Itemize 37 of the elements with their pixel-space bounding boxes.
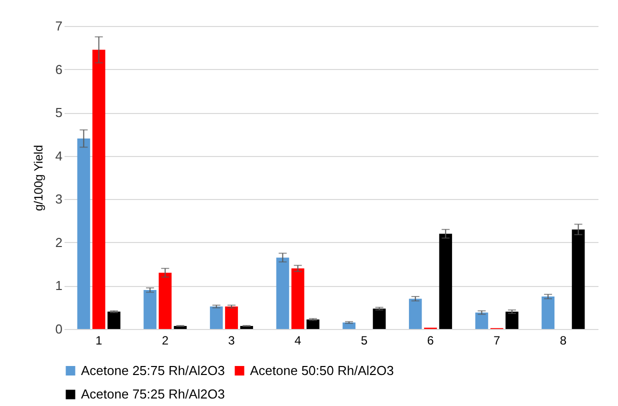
y-tick-label: 2 (55, 234, 62, 250)
legend-label: Acetone 75:25 Rh/Al2O3 (81, 386, 225, 402)
bar (506, 312, 518, 329)
bar (542, 296, 554, 329)
bar (144, 290, 156, 329)
bar (408, 298, 422, 329)
x-tick-label: 4 (294, 334, 302, 348)
bar (475, 312, 488, 329)
x-tick-label: 8 (560, 334, 567, 348)
x-tick-label: 1 (95, 334, 102, 348)
bar (210, 306, 223, 329)
legend-label: Acetone 50:50 Rh/Al2O3 (250, 362, 394, 378)
bar (372, 308, 386, 329)
x-tick-label: 5 (360, 334, 368, 348)
bar (77, 138, 90, 329)
y-tick-label: 7 (55, 18, 62, 34)
x-tick-label: 7 (493, 334, 500, 348)
bar (92, 50, 106, 329)
y-tick-label: 1 (55, 278, 62, 294)
bar (158, 272, 172, 329)
y-tick-label: 0 (55, 322, 62, 336)
x-tick-label: 3 (228, 334, 236, 348)
bar (306, 319, 320, 329)
y-axis-title: g/100g Yield (31, 144, 46, 212)
bar (276, 258, 290, 329)
bar (572, 229, 585, 329)
y-tick-label: 3 (55, 192, 62, 207)
bar (291, 268, 304, 329)
bar (439, 234, 452, 329)
y-tick-label: 6 (55, 62, 62, 77)
bar (108, 312, 120, 329)
x-tick-label: 2 (162, 334, 169, 348)
y-tick-label: 5 (55, 105, 62, 120)
y-tick-label: 4 (55, 148, 62, 164)
legend-label: Acetone 25:75 Rh/Al2O3 (81, 362, 225, 378)
x-tick-label: 6 (427, 334, 434, 348)
bar (225, 306, 238, 329)
